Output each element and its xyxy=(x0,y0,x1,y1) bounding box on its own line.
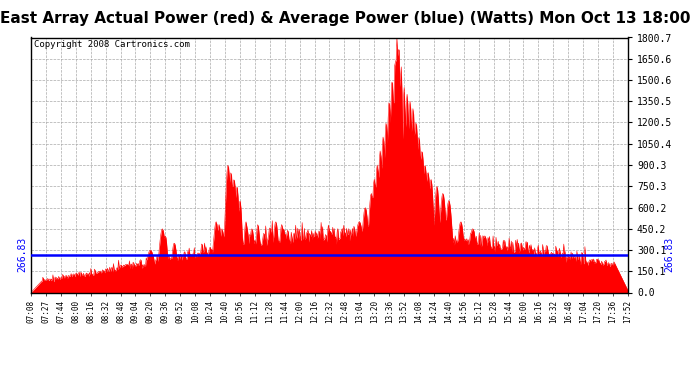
Text: 266.83: 266.83 xyxy=(17,237,27,272)
Text: East Array Actual Power (red) & Average Power (blue) (Watts) Mon Oct 13 18:00: East Array Actual Power (red) & Average … xyxy=(0,11,690,26)
Text: Copyright 2008 Cartronics.com: Copyright 2008 Cartronics.com xyxy=(34,40,190,49)
Text: 266.83: 266.83 xyxy=(664,237,674,272)
